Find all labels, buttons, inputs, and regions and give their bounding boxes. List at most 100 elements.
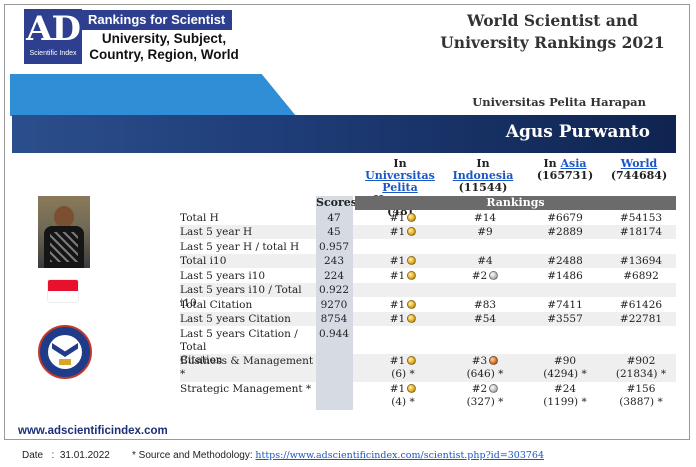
rank-value: #90 xyxy=(553,355,577,367)
region-link[interactable]: Asia xyxy=(560,157,587,170)
table-row: Total Citation 9270 #1 #83 #7411 #61426 xyxy=(180,299,676,313)
rankings-header: Rankings xyxy=(355,196,676,210)
metric-label-text: Total i10 xyxy=(180,255,227,267)
rank-cell: #2889 xyxy=(530,226,600,239)
metric-label: Last 5 years Citation xyxy=(180,313,314,326)
rank-subcount: (1199) * xyxy=(543,396,587,408)
table-row: Business & Management * #1 (6) * #3 (646) * #… xyxy=(180,355,676,383)
rank-value: #14 xyxy=(473,212,497,224)
column-header-region: In Asia (165731) xyxy=(530,158,600,182)
metric-score: 243 xyxy=(323,255,345,267)
table-row: Last 5 years Citation / Total Citation 0.9… xyxy=(180,328,676,366)
rank-subcount: (3887) * xyxy=(619,396,663,408)
table-row: Last 5 year H 45 #1 #9 #2889 #18174 xyxy=(180,226,676,240)
rank-cell: #1 xyxy=(368,255,438,268)
metric-label: Strategic Management * xyxy=(180,383,314,396)
rank-cell: #54153 xyxy=(606,212,676,225)
metric-label: Total Citation xyxy=(180,299,314,312)
rank-cell: #2 (327) * xyxy=(450,383,520,409)
gold-medal-icon xyxy=(407,356,417,365)
rank-subcount: (4294) * xyxy=(543,368,587,380)
rank-value: #83 xyxy=(473,299,497,311)
rank-cell: #1 (4) * xyxy=(368,383,438,409)
metric-score: 0.922 xyxy=(318,284,350,296)
rank-cell: #3 (646) * xyxy=(450,355,520,381)
indonesia-flag-icon xyxy=(48,280,78,302)
table-row: Last 5 years i10 224 #1 #2 #1486 #6892 xyxy=(180,270,676,284)
logo-small-text: Scientific Index xyxy=(29,50,77,57)
silver-medal-icon xyxy=(489,271,499,280)
metric-label: Last 5 years Citation / Total Citation xyxy=(180,328,314,367)
title-line-1: World Scientist and xyxy=(467,11,638,30)
metric-score: 9270 xyxy=(320,299,348,311)
rank-value: #24 xyxy=(553,383,577,395)
rank-value: #1 xyxy=(389,299,406,311)
metric-score: 0.957 xyxy=(318,241,350,253)
column-count: (165731) xyxy=(536,169,594,182)
country-link[interactable]: Indonesia xyxy=(452,169,514,182)
column-header-world: World (744684) xyxy=(604,158,674,182)
row-stripe xyxy=(180,354,676,382)
rank-cell: #1486 xyxy=(530,270,600,283)
row-stripe xyxy=(180,254,676,268)
source-label: * Source and Methodology: xyxy=(132,450,253,461)
rank-value: #7411 xyxy=(547,299,583,311)
source-line: * Source and Methodology: https://www.ad… xyxy=(132,450,544,461)
rank-value: #2889 xyxy=(547,226,583,238)
metric-label-text: Strategic Management * xyxy=(180,383,312,395)
rank-cell: #1 xyxy=(368,226,438,239)
row-stripe xyxy=(180,225,676,239)
scores-header: Scores xyxy=(316,196,357,209)
metric-label: Last 5 years i10 / Total i10 xyxy=(180,284,314,310)
logo-letters: AD xyxy=(26,9,81,49)
world-link[interactable]: World xyxy=(620,157,658,170)
rank-cell: #156 (3887) * xyxy=(606,383,676,409)
metric-score: 0.944 xyxy=(318,328,350,340)
row-stripe xyxy=(180,283,676,297)
rank-cell: #3557 xyxy=(530,313,600,326)
rank-value: #6892 xyxy=(623,270,659,282)
column-prefix: In xyxy=(476,157,490,170)
rank-value: #61426 xyxy=(619,299,663,311)
rank-subcount: (327) * xyxy=(466,396,504,408)
rank-cell: #1 xyxy=(368,270,438,283)
gold-medal-icon xyxy=(407,314,417,323)
date-value: 31.01.2022 xyxy=(59,450,110,461)
site-url: www.adscientificindex.com xyxy=(18,425,168,437)
rank-value: #54153 xyxy=(619,212,663,224)
rank-subcount: (4) * xyxy=(391,396,415,408)
rank-value: #2488 xyxy=(547,255,583,267)
rank-cell: #83 xyxy=(450,299,520,312)
metric-label-text: Business & Management * xyxy=(180,355,314,380)
scores-column xyxy=(316,196,353,410)
rank-subcount: (21834) * xyxy=(615,368,667,380)
rank-cell: #24 (1199) * xyxy=(530,383,600,409)
metric-label-text: Last 5 years i10 / Total i10 xyxy=(180,284,302,309)
rank-value: #2 xyxy=(471,383,488,395)
rank-cell: #4 xyxy=(450,255,520,268)
ad-logo: AD Scientific Index xyxy=(24,9,82,64)
rank-cell: #2 xyxy=(450,270,520,283)
column-prefix: In xyxy=(543,157,561,170)
gold-medal-icon xyxy=(407,384,417,393)
university-name: Universitas Pelita Harapan xyxy=(472,95,646,109)
gold-medal-icon xyxy=(407,300,417,309)
rank-value: #54 xyxy=(473,313,497,325)
page-frame xyxy=(4,4,690,440)
date-separator: : xyxy=(51,450,55,461)
rank-value: #1 xyxy=(389,226,406,238)
rank-cell: #1 (6) * xyxy=(368,355,438,381)
metric-score: 47 xyxy=(327,212,341,224)
rank-value: #9 xyxy=(477,226,493,238)
source-link[interactable]: https://www.adscientificindex.com/scient… xyxy=(255,450,545,461)
title-line-2: University Rankings 2021 xyxy=(440,33,665,52)
rank-value: #1 xyxy=(389,313,406,325)
logo-subtitle: University, Subject, Country, Region, Wo… xyxy=(89,31,239,62)
rank-cell: #54 xyxy=(450,313,520,326)
gold-medal-icon xyxy=(407,256,417,265)
rank-cell: #6892 xyxy=(606,270,676,283)
metric-label: Business & Management * xyxy=(180,355,314,381)
rank-value: #18174 xyxy=(619,226,663,238)
metric-label: Total H xyxy=(180,212,314,225)
rank-value: #1486 xyxy=(547,270,583,282)
